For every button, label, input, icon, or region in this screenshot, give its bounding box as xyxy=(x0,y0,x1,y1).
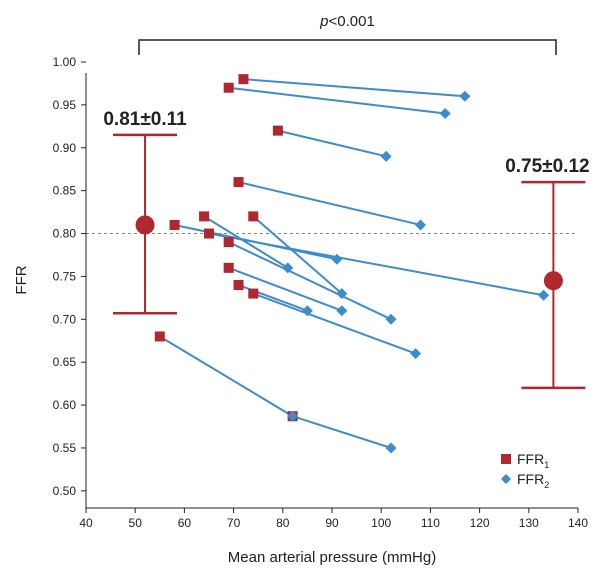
legend-ffr1-marker xyxy=(501,454,511,464)
ffr1-point-13 xyxy=(154,331,165,342)
pair-line-5 xyxy=(252,215,343,295)
ffr2-point-9 xyxy=(385,313,397,325)
significance-bracket xyxy=(138,39,557,55)
ffr1-point-10 xyxy=(223,262,234,273)
ffr1-point-9 xyxy=(223,237,234,248)
ffr2-point-1 xyxy=(459,90,471,102)
ffr2-point-6 xyxy=(331,253,343,265)
ffr2-point-2 xyxy=(439,107,451,119)
ffr1-point-8 xyxy=(204,228,214,239)
ffr1-point-6 xyxy=(169,219,180,230)
summary-group: 0.81±0.11 0.75±0.12 xyxy=(103,109,590,390)
pair-line-14 xyxy=(292,415,392,449)
ffr1-point-4 xyxy=(233,177,244,188)
summary-2-label: 0.75±0.12 xyxy=(505,156,589,177)
x-tick-label-130: 130 xyxy=(519,516,539,530)
ffr1-point-12 xyxy=(248,288,259,299)
pair-line-4 xyxy=(238,181,421,226)
p-value-label: p<0.001 xyxy=(319,13,375,30)
y-tick-label-0.60: 0.60 xyxy=(53,398,77,412)
x-tick-label-140: 140 xyxy=(568,516,588,530)
pair-line-1 xyxy=(243,78,465,98)
legend-label-1: FFR1 xyxy=(517,451,549,470)
ffr2-points-group xyxy=(282,90,550,454)
y-tick-label-0.85: 0.85 xyxy=(53,184,77,198)
legend-ffr2-marker xyxy=(501,474,511,484)
y-tick-label-0.55: 0.55 xyxy=(53,441,77,455)
x-tick-label-50: 50 xyxy=(129,516,143,530)
pair-line-3 xyxy=(277,129,387,158)
x-tick-label-90: 90 xyxy=(325,516,339,530)
y-tick-label-0.50: 0.50 xyxy=(53,484,77,498)
y-tick-label-0.70: 0.70 xyxy=(53,312,77,326)
significance-group: p<0.001 xyxy=(138,13,557,55)
x-tick-label-100: 100 xyxy=(371,516,391,530)
summary-1-mean-dot xyxy=(135,215,155,235)
ffr1-point-5 xyxy=(248,211,259,222)
y-tick-label-0.80: 0.80 xyxy=(53,227,77,241)
ffr2-point-14 xyxy=(385,442,397,454)
pair-line-10 xyxy=(228,266,343,312)
x-tick-label-120: 120 xyxy=(470,516,490,530)
ffr1-point-1 xyxy=(238,74,249,85)
ffr2-point-3 xyxy=(380,150,392,162)
ffr2-point-7 xyxy=(282,262,294,274)
y-axis-title: FFR xyxy=(13,265,30,294)
ffr2-point-13 xyxy=(287,410,299,422)
ffr2-point-10 xyxy=(336,305,348,317)
x-tick-label-80: 80 xyxy=(276,516,290,530)
x-tick-label-70: 70 xyxy=(227,516,241,530)
ffr1-point-11 xyxy=(233,280,244,290)
pair-line-13 xyxy=(159,335,294,418)
legend-label-2: FFR2 xyxy=(517,471,549,490)
axes-group: 40 50 60 70 80 90 100 110 120 130 140 0.50 0.55 0.60 0… xyxy=(13,55,588,566)
y-tick-label-0.75: 0.75 xyxy=(53,269,77,283)
pair-line-8 xyxy=(208,232,544,297)
ffr1-point-7 xyxy=(199,211,210,222)
ffr1-point-3 xyxy=(272,125,283,136)
pair-line-2 xyxy=(228,86,446,115)
x-axis-title: Mean arterial pressure (mmHg) xyxy=(228,549,436,566)
ffr1-point-2 xyxy=(223,82,234,93)
y-tick-label-0.95: 0.95 xyxy=(53,98,77,112)
ffr2-point-5 xyxy=(336,288,348,300)
summary-2-mean-dot xyxy=(543,271,563,291)
x-tick-label-110: 110 xyxy=(421,516,440,530)
pair-line-9 xyxy=(228,241,392,321)
x-tick-label-60: 60 xyxy=(178,516,192,530)
ffr2-point-4 xyxy=(415,219,427,231)
ffr2-point-8 xyxy=(538,289,550,301)
pair-line-12 xyxy=(252,292,416,355)
y-tick-label-1.00: 1.00 xyxy=(53,55,77,69)
x-tick-label-40: 40 xyxy=(79,516,93,530)
pair-lines-group xyxy=(159,78,544,449)
ffr2-point-12 xyxy=(410,348,422,360)
y-tick-label-0.65: 0.65 xyxy=(53,355,77,369)
summary-1-label: 0.81±0.11 xyxy=(103,109,187,130)
y-tick-label-0.90: 0.90 xyxy=(53,141,77,155)
pair-line-7 xyxy=(203,215,289,269)
ffr2-point-11 xyxy=(301,305,313,317)
